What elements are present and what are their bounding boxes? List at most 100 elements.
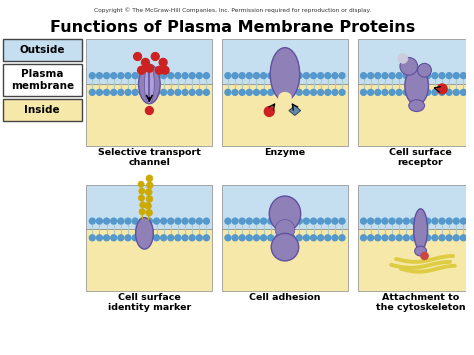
Circle shape [310,89,317,95]
Circle shape [239,73,245,78]
Circle shape [139,89,145,95]
Circle shape [118,218,124,224]
Circle shape [89,89,95,95]
Circle shape [410,89,416,95]
Bar [3,64,82,97]
Ellipse shape [418,64,431,77]
Circle shape [410,218,416,224]
Circle shape [139,209,145,215]
Circle shape [239,235,245,241]
Circle shape [439,89,445,95]
Ellipse shape [400,58,418,75]
Circle shape [332,218,338,224]
Text: Inside: Inside [25,105,60,115]
Circle shape [182,73,188,78]
Text: Cell adhesion: Cell adhesion [249,293,321,302]
Ellipse shape [414,209,428,250]
Circle shape [398,54,408,64]
Circle shape [146,73,152,78]
Bar [3,39,82,61]
Circle shape [225,235,231,241]
Circle shape [453,235,459,241]
Circle shape [275,218,281,224]
Circle shape [151,53,159,60]
Circle shape [275,89,281,95]
Ellipse shape [136,218,153,249]
Circle shape [239,89,245,95]
Circle shape [318,235,324,241]
Circle shape [182,218,188,224]
Circle shape [132,235,138,241]
Text: Copyright © The McGraw-Hill Companies, Inc. Permission required for reproduction: Copyright © The McGraw-Hill Companies, I… [94,7,372,13]
Circle shape [460,218,466,224]
Circle shape [139,235,145,241]
Circle shape [332,235,338,241]
Circle shape [467,73,474,78]
Circle shape [268,89,273,95]
Circle shape [146,235,152,241]
Circle shape [154,73,159,78]
Circle shape [361,218,366,224]
Circle shape [159,59,167,66]
Circle shape [139,73,145,78]
Circle shape [246,218,252,224]
Circle shape [140,202,146,208]
Circle shape [196,218,202,224]
Circle shape [403,89,409,95]
Text: Enzyme: Enzyme [264,148,306,157]
Circle shape [382,218,388,224]
Circle shape [289,218,295,224]
Circle shape [139,218,145,224]
Circle shape [125,218,131,224]
Circle shape [145,202,152,209]
Circle shape [303,73,310,78]
Circle shape [432,89,438,95]
Circle shape [254,89,259,95]
Circle shape [296,73,302,78]
Circle shape [97,235,102,241]
Circle shape [189,235,195,241]
Circle shape [418,235,424,241]
Circle shape [268,73,273,78]
Circle shape [460,73,466,78]
Circle shape [168,89,173,95]
Circle shape [325,218,331,224]
Circle shape [232,218,238,224]
Circle shape [89,73,95,78]
Circle shape [261,235,266,241]
Circle shape [118,235,124,241]
Circle shape [189,89,195,95]
Circle shape [446,235,452,241]
Circle shape [339,218,345,224]
Circle shape [161,89,166,95]
Circle shape [332,73,338,78]
Circle shape [146,218,152,224]
Circle shape [368,89,374,95]
Circle shape [175,235,181,241]
Circle shape [289,89,295,95]
Circle shape [125,89,131,95]
Circle shape [161,235,166,241]
Circle shape [389,235,395,241]
Circle shape [396,73,402,78]
Circle shape [425,235,431,241]
Circle shape [246,73,252,78]
Circle shape [439,235,445,241]
Circle shape [382,89,388,95]
Circle shape [196,235,202,241]
Circle shape [189,73,195,78]
Circle shape [289,73,295,78]
Circle shape [361,73,366,78]
Circle shape [339,235,345,241]
Circle shape [446,89,452,95]
Ellipse shape [278,92,292,104]
Circle shape [196,89,202,95]
Circle shape [420,252,428,260]
Circle shape [104,89,109,95]
Circle shape [432,218,438,224]
Circle shape [111,235,117,241]
Circle shape [97,73,102,78]
Circle shape [282,218,288,224]
Bar [86,39,212,84]
Circle shape [161,73,166,78]
